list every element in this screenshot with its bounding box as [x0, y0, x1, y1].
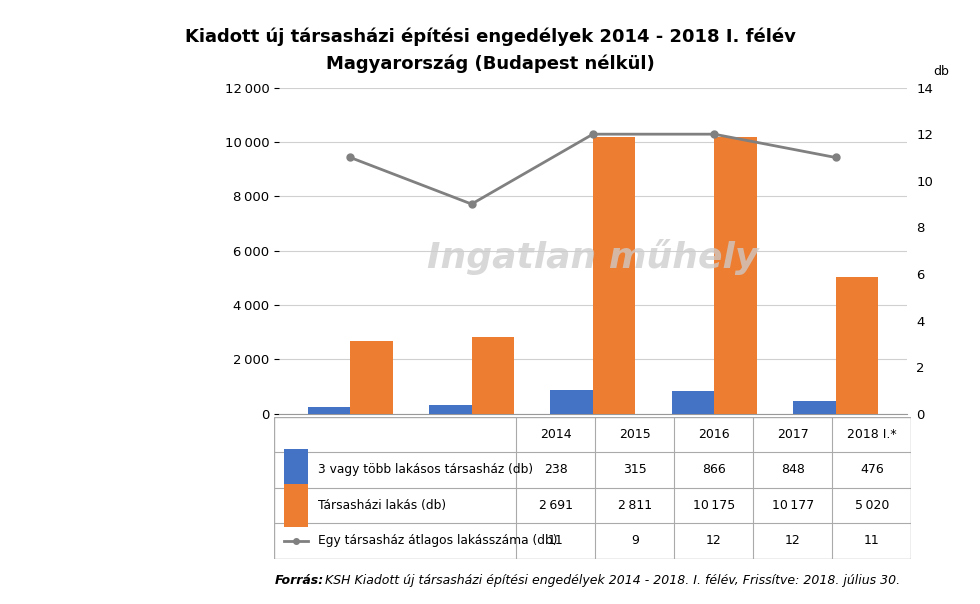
Bar [284, 484, 308, 527]
Text: Ingatlan műhely: Ingatlan műhely [427, 239, 759, 275]
Text: 11: 11 [548, 535, 564, 547]
Text: 11: 11 [864, 535, 880, 547]
Text: Magyarország (Budapest nélkül): Magyarország (Budapest nélkül) [325, 54, 655, 73]
Text: 238: 238 [544, 463, 567, 477]
Text: 2016: 2016 [698, 428, 730, 441]
Text: 2014: 2014 [540, 428, 571, 441]
Text: db: db [933, 65, 949, 78]
Text: 476: 476 [860, 463, 884, 477]
Bar [284, 449, 308, 491]
Text: 12: 12 [785, 535, 801, 547]
Bar [836, 277, 878, 414]
Text: Társasházi lakás (db): Társasházi lakás (db) [318, 499, 446, 512]
Text: 9: 9 [631, 535, 639, 547]
Text: 2 691: 2 691 [539, 499, 573, 512]
Text: 2017: 2017 [777, 428, 808, 441]
Text: 10 177: 10 177 [772, 499, 814, 512]
Bar [551, 390, 593, 414]
Text: Forrás:: Forrás: [274, 574, 323, 587]
Bar [714, 137, 757, 414]
Text: 12: 12 [706, 535, 722, 547]
Text: Kiadott új társasházi építési engedélyek 2014 - 2018 I. félév: Kiadott új társasházi építési engedélyek… [184, 27, 796, 46]
Text: 2 811: 2 811 [617, 499, 652, 512]
Bar [671, 391, 714, 414]
Text: KSH Kiadott új társasházi építési engedélyek 2014 - 2018. I. félév, Frissítve: 2: KSH Kiadott új társasházi építési engedé… [321, 574, 901, 587]
Text: 866: 866 [702, 463, 726, 477]
Text: 3 vagy több lakásos társasház (db): 3 vagy több lakásos társasház (db) [318, 463, 533, 477]
Text: Egy társasház átlagos lakásszáma (db): Egy társasház átlagos lakásszáma (db) [318, 535, 558, 547]
Bar [793, 401, 836, 414]
Text: 315: 315 [623, 463, 647, 477]
Text: 2018 I.*: 2018 I.* [847, 428, 897, 441]
Text: 5 020: 5 020 [855, 499, 889, 512]
Text: 848: 848 [781, 463, 805, 477]
Bar [308, 407, 350, 414]
Text: 10 175: 10 175 [693, 499, 735, 512]
Bar [471, 338, 514, 414]
Bar [429, 405, 471, 414]
Text: 2015: 2015 [619, 428, 651, 441]
Bar [350, 341, 393, 414]
Bar [593, 137, 635, 414]
